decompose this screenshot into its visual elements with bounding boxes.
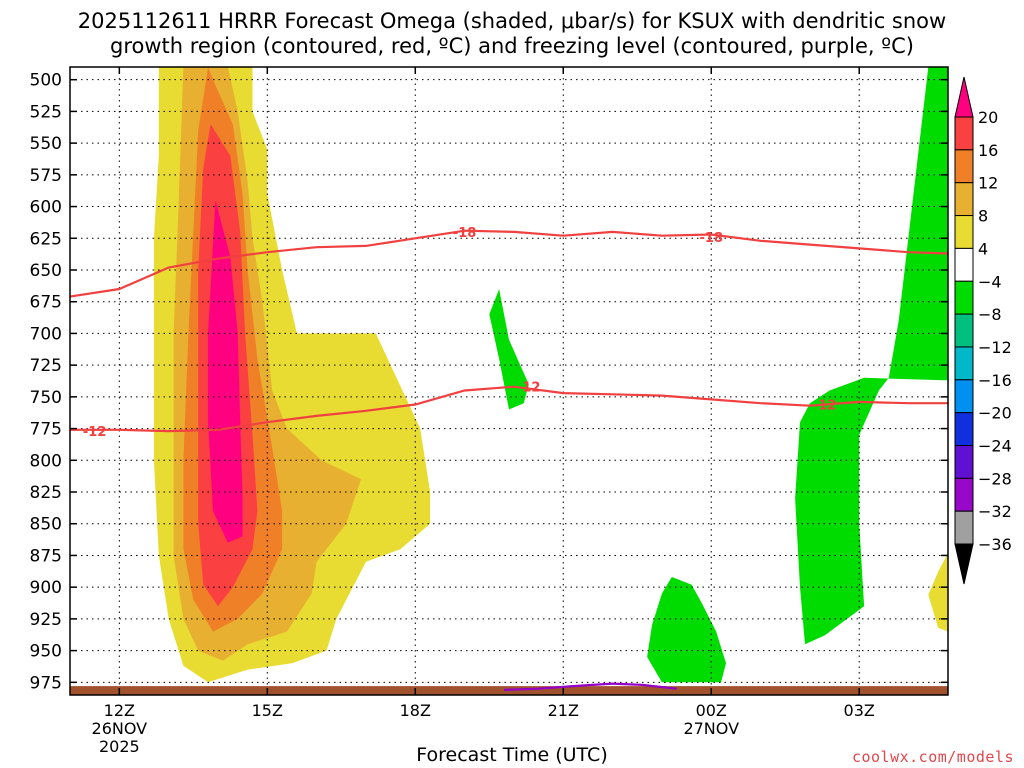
y-tick-label-550: 550 [30, 134, 62, 154]
contour-line-0 [69, 229, 949, 298]
contour-label-1-1: -12 [517, 381, 541, 396]
chart-title-line-1: 2025112611 HRRR Forecast Omega (shaded, … [77, 9, 947, 33]
omega-region-6 [647, 577, 726, 683]
x-tick-label-12: 12Z [104, 701, 135, 720]
x-tick-year-12: 2025 [99, 737, 140, 756]
colorbar-box-12 [954, 510, 974, 545]
contour-label-1-2: -12 [813, 398, 837, 413]
x-tick-label-24: 00Z [696, 701, 727, 720]
omega-region-8 [928, 552, 948, 632]
colorbar-label-12: −32 [978, 502, 1012, 521]
colorbar-box-0 [954, 116, 974, 151]
omega-region-7 [795, 67, 948, 645]
contour-line-1 [70, 385, 948, 433]
colorbar: 20 16 12 8 4 −4 −8 −12 −16 −20 −24 −28 −32 −36 [954, 76, 1012, 585]
y-tick-label-800: 800 [30, 451, 62, 471]
colorbar-label-4: 4 [978, 239, 988, 258]
colorbar-box-10 [954, 445, 974, 479]
colorbar-box-5 [954, 280, 974, 315]
y-tick-label-925: 925 [30, 610, 62, 630]
chart-title-line-2: growth region (contoured, red, ºC) and f… [110, 34, 914, 58]
colorbar-label-1: 16 [978, 141, 998, 160]
x-tick-label-21: 21Z [548, 701, 579, 720]
x-tick-label-18: 18Z [400, 701, 431, 720]
colorbar-top-arrow [954, 76, 974, 118]
contour-label-0-0: -18 [453, 226, 477, 241]
colorbar-label-11: −28 [978, 469, 1012, 488]
colorbar-label-13: −36 [978, 535, 1012, 554]
omega-shading [153, 67, 948, 683]
colorbar-label-0: 20 [978, 108, 998, 127]
colorbar-label-3: 8 [978, 207, 988, 226]
colorbar-box-1 [954, 149, 974, 184]
contour-label-1-0: -12 [83, 425, 107, 440]
credit-text: coolwx.com/models [851, 748, 1014, 766]
contour-line-2 [504, 682, 677, 691]
y-tick-label-725: 725 [30, 356, 62, 376]
y-tick-label-575: 575 [30, 166, 62, 186]
x-tick-label-27: 03Z [844, 701, 875, 720]
grid-lines [70, 67, 948, 695]
temperature-contours: -18 -18 -12 -12 -12 [69, 226, 949, 691]
colorbar-label-2: 12 [978, 174, 998, 193]
y-tick-label-625: 625 [30, 229, 62, 249]
omega-region-4 [208, 200, 243, 543]
y-tick-label-850: 850 [30, 515, 62, 535]
colorbar-box-7 [954, 346, 974, 381]
pressure-axis: 500 525 550 575 600 625 650 675 700 725 750 775 800 8… [30, 71, 948, 693]
y-tick-label-750: 750 [30, 388, 62, 408]
y-tick-label-600: 600 [30, 198, 62, 218]
y-tick-label-775: 775 [30, 420, 62, 440]
colorbar-box-6 [954, 313, 974, 348]
x-tick-date-24: 27NOV [683, 719, 739, 738]
colorbar-label-9: −20 [978, 404, 1012, 423]
y-tick-label-875: 875 [30, 546, 62, 566]
colorbar-bottom-arrow [954, 543, 974, 585]
colorbar-box-3 [954, 215, 974, 249]
y-tick-label-525: 525 [30, 102, 62, 122]
colorbar-label-7: −12 [978, 338, 1012, 357]
colorbar-label-5: −4 [978, 272, 1002, 291]
x-tick-label-15: 15Z [252, 701, 283, 720]
y-tick-label-700: 700 [30, 324, 62, 344]
y-tick-label-675: 675 [30, 293, 62, 313]
x-axis-label: Forecast Time (UTC) [416, 744, 608, 766]
omega-region-5 [489, 289, 529, 410]
plot-frame [69, 66, 949, 696]
colorbar-label-8: −16 [978, 371, 1012, 390]
y-tick-label-975: 975 [30, 673, 62, 693]
colorbar-box-11 [954, 477, 974, 512]
colorbar-label-10: −24 [978, 437, 1012, 456]
x-tick-date-12: 26NOV [92, 719, 148, 738]
colorbar-box-8 [954, 379, 974, 414]
y-tick-label-500: 500 [30, 71, 62, 91]
y-tick-label-900: 900 [30, 578, 62, 598]
colorbar-label-6: −8 [978, 305, 1002, 324]
y-tick-label-825: 825 [30, 483, 62, 503]
colorbar-box-9 [954, 412, 974, 446]
colorbar-box-2 [954, 182, 974, 217]
y-tick-label-950: 950 [30, 642, 62, 662]
y-tick-label-650: 650 [30, 261, 62, 281]
colorbar-box-4 [954, 247, 974, 282]
contour-label-0-1: -18 [699, 231, 723, 246]
